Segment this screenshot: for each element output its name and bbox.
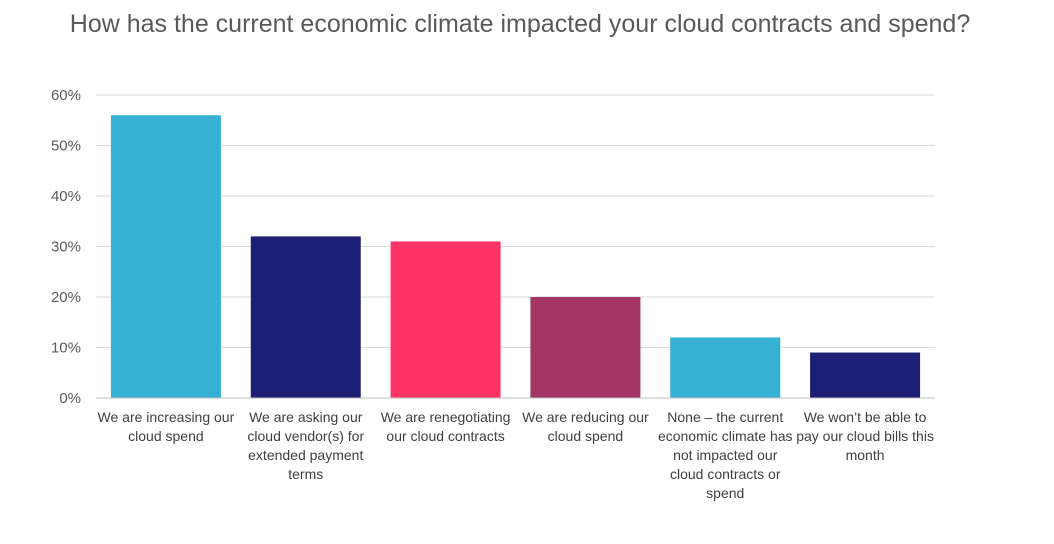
y-axis-ticks: 0% 10% 20% 30% 40% 50% 60% [51, 87, 81, 407]
y-tick-label: 40% [51, 188, 81, 205]
bar [390, 241, 501, 398]
bar [250, 236, 361, 398]
x-category-label: We are renegotiating our cloud contracts [380, 409, 511, 444]
bar [530, 297, 641, 398]
bars [110, 115, 921, 398]
y-tick-label: 0% [59, 390, 81, 407]
y-tick-label: 50% [51, 138, 81, 155]
x-category-label: We are increasing our cloud spend [97, 409, 235, 444]
bar [670, 337, 781, 398]
y-tick-label: 30% [51, 239, 81, 256]
x-category-label: We won’t be able to pay our cloud bills … [796, 409, 934, 463]
y-tick-label: 10% [51, 340, 81, 357]
bar [110, 115, 221, 398]
y-tick-label: 60% [51, 87, 81, 104]
gridlines [96, 94, 935, 348]
chart-title: How has the current economic climate imp… [69, 10, 971, 38]
y-tick-label: 20% [51, 289, 81, 306]
x-category-label: We are asking our cloud vendor(s) for ex… [247, 409, 365, 482]
x-category-label: None – the current economic climate has … [657, 409, 793, 501]
x-category-label: We are reducing our cloud spend [522, 409, 649, 444]
bar [810, 352, 921, 398]
